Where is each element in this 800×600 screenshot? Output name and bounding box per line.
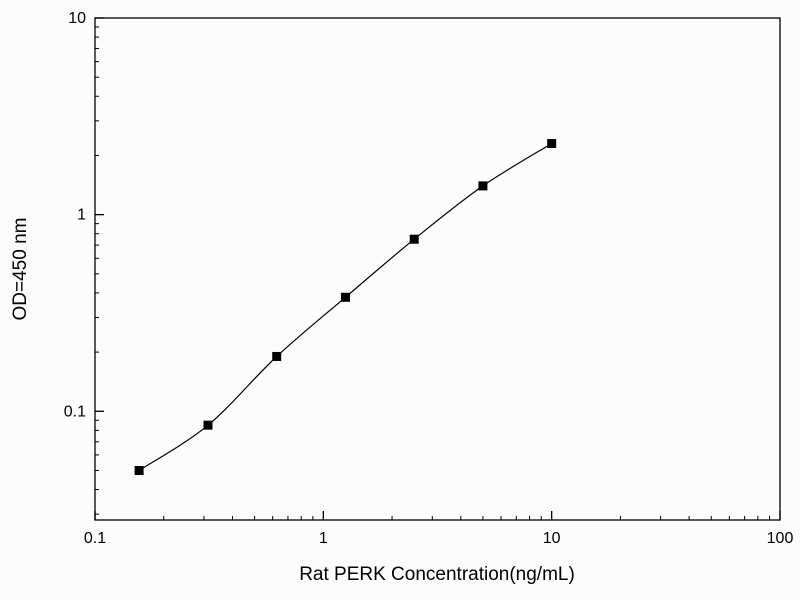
x-axis-title: Rat PERK Concentration(ng/mL) — [299, 564, 575, 585]
x-tick-label: 10 — [543, 530, 561, 547]
plot-border — [94, 17, 781, 521]
data-point — [203, 420, 213, 430]
y-tick-label: 0.1 — [64, 403, 86, 420]
x-tick-label: 1 — [319, 530, 328, 547]
plot-area: 0.1 1 10 100 0.1 1 10 — [64, 10, 794, 547]
data-point — [134, 465, 144, 475]
data-point — [547, 139, 557, 149]
data-point — [272, 351, 282, 361]
data-point — [409, 234, 419, 244]
x-tick-label: 100 — [767, 530, 794, 547]
x-tick-label: 0.1 — [84, 530, 106, 547]
curve-line — [138, 142, 553, 472]
data-point — [478, 181, 488, 191]
y-tick-label: 1 — [77, 207, 86, 224]
y-axis-title: OD=450 nm — [10, 218, 31, 321]
data-point — [340, 292, 350, 302]
y-tick-label: 10 — [68, 10, 86, 27]
